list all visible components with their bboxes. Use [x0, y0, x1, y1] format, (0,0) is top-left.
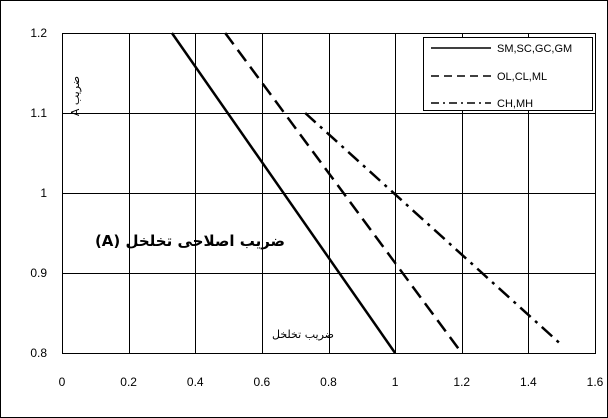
- x-tick-label: 1.6: [587, 375, 604, 389]
- y-tick-label: 1.1: [30, 106, 47, 120]
- y-axis-label: ضریب A: [69, 75, 82, 117]
- legend-box: [423, 37, 593, 111]
- x-tick-label: 0.6: [254, 375, 271, 389]
- x-tick-label: 0: [59, 375, 66, 389]
- x-tick-label: 1.4: [520, 375, 537, 389]
- plot-frame: [62, 33, 596, 354]
- y-tick-label: 1.2: [30, 26, 47, 40]
- x-tick-label: 1: [392, 375, 399, 389]
- chart-annotation: ضریب اصلاحی تخلخل (A): [94, 232, 286, 250]
- x-axis-label: ضریب تخلخل: [271, 328, 334, 341]
- legend-entry-label: OL,CL,ML: [497, 71, 547, 83]
- legend-entry-label: CH,MH: [497, 98, 533, 110]
- x-tick-label: 0.2: [120, 375, 137, 389]
- legend-entry-label: SM,SC,GC,GM: [497, 43, 572, 55]
- y-tick-label: 0.8: [30, 346, 47, 360]
- x-tick-label: 1.2: [453, 375, 470, 389]
- x-tick-label: 0.4: [187, 375, 204, 389]
- series-line-1: [224, 32, 463, 354]
- y-tick-label: 0.9: [30, 266, 47, 280]
- y-tick-label: 1: [40, 186, 47, 200]
- x-tick-label: 0.8: [320, 375, 337, 389]
- legend: SM,SC,GC,GM OL,CL,ML CH,MH: [423, 37, 593, 111]
- series-line-0: [170, 32, 397, 354]
